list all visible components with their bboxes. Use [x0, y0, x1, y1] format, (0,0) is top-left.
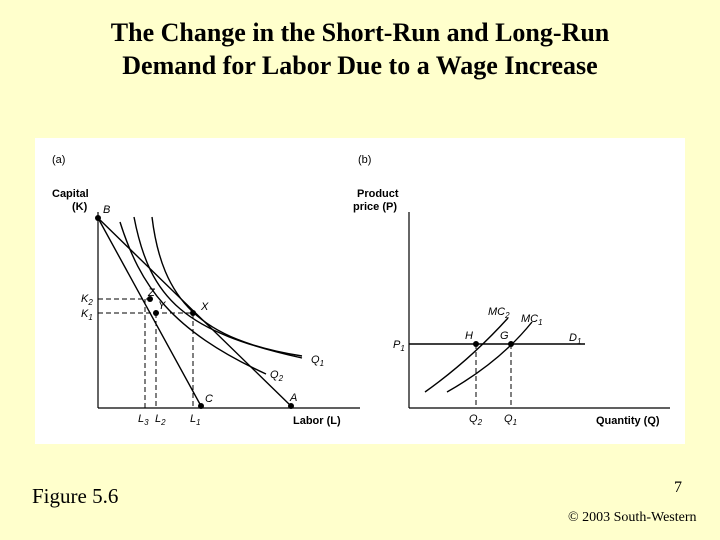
label-c: C [205, 393, 213, 405]
tick-l1: L1 [190, 413, 201, 427]
label-x: X [200, 301, 209, 313]
quantity-axis-label: Quantity (Q) [596, 415, 660, 427]
isocost-new [97, 217, 202, 407]
tick-q1: Q1 [504, 413, 517, 427]
tick-k2: K2 [81, 293, 93, 307]
label-g: G [500, 330, 509, 342]
tick-q2: Q2 [469, 413, 483, 427]
label-mc2: MC2 [488, 306, 510, 320]
point-z [147, 296, 153, 302]
point-c [198, 403, 204, 409]
price-axis-label: Product [357, 188, 399, 200]
curve-mc1 [446, 321, 533, 393]
slide-title: The Change in the Short-Run and Long-Run… [0, 16, 720, 82]
label-b: B [103, 204, 110, 216]
figure-panel [35, 138, 685, 444]
label-q1: Q1 [311, 354, 324, 368]
point-b [95, 215, 101, 221]
panel-b-tag: (b) [358, 154, 371, 166]
label-z: Z [147, 287, 156, 299]
title-line-1: The Change in the Short-Run and Long-Run [110, 18, 610, 47]
label-h: H [465, 330, 473, 342]
tick-l2: L2 [155, 413, 166, 427]
isoquant-q2 [119, 221, 267, 375]
panel-a-tag: (a) [52, 154, 65, 166]
point-a [288, 403, 294, 409]
point-x [190, 310, 196, 316]
panel-b: (b) Product price (P) Quantity (Q) H G M… [353, 154, 670, 427]
title-line-2: Demand for Labor Due to a Wage Increase [122, 51, 598, 80]
point-h [473, 341, 479, 347]
price-axis-symbol: price (P) [353, 201, 397, 213]
point-g [508, 341, 514, 347]
capital-axis-label: Capital [52, 188, 89, 200]
tick-p1: P1 [393, 339, 405, 353]
tick-k1: K1 [81, 308, 93, 322]
capital-axis-symbol: (K) [72, 201, 88, 213]
label-d1: D1 [569, 332, 581, 346]
curve-mc2 [424, 317, 509, 393]
point-y [153, 310, 159, 316]
label-q2: Q2 [270, 369, 284, 383]
label-mc1: MC1 [521, 313, 543, 327]
copyright-notice: © 2003 South-Western [568, 510, 697, 525]
panel-a: (a) Capital (K) Labor (L) B Z Y X C A [52, 154, 360, 427]
figure-label: Figure 5.6 [32, 484, 119, 508]
label-a: A [289, 392, 297, 404]
labor-axis-label: Labor (L) [293, 415, 341, 427]
tick-l3: L3 [138, 413, 149, 427]
page-number: 7 [674, 479, 682, 496]
isoquant-q1 [133, 216, 303, 359]
label-y: Y [158, 300, 166, 312]
isoquant-q1-outer [151, 216, 303, 357]
